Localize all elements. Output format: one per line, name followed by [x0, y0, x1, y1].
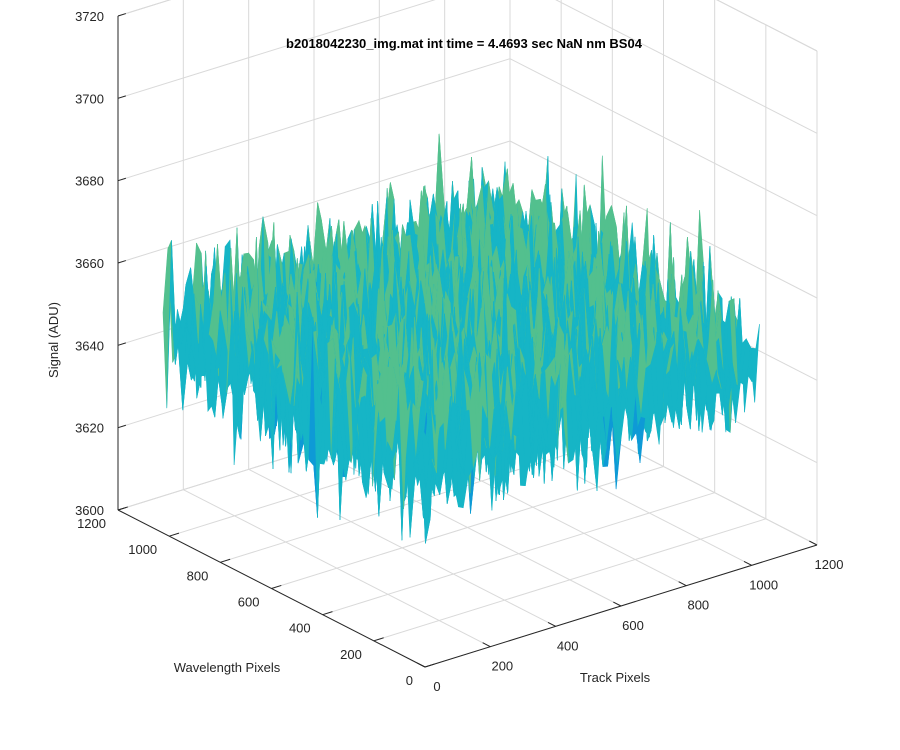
y-tick-label: 600: [238, 595, 260, 610]
y-tick: [169, 532, 180, 537]
x-tick: [743, 560, 752, 566]
x-axis-ticks: 0 200 400 600 800 1000 1200: [417, 540, 844, 694]
x-tick-label: 400: [557, 638, 579, 653]
back-wall-grid-line: [117, 140, 511, 264]
x-tick-label: 0: [433, 679, 440, 694]
side-wall-grid-line: [509, 140, 818, 299]
x-tick: [417, 662, 426, 668]
x-tick-label: 1000: [749, 577, 778, 592]
floor-grid-line: [271, 466, 664, 589]
y-tick-label: 1000: [128, 542, 157, 557]
y-tick: [373, 637, 384, 642]
x-tick: [613, 601, 622, 607]
z-tick-label: 3700: [75, 91, 104, 106]
chart-title: b2018042230_img.mat int time = 4.4693 se…: [286, 36, 643, 51]
z-tick-label: 3660: [75, 256, 104, 271]
surface-mesh: [162, 133, 760, 544]
x-tick: [547, 621, 556, 627]
x-tick-label: 1200: [815, 557, 844, 572]
y-tick: [424, 663, 435, 668]
z-axis-ticks: 3600 3620 3640 3660 3680 3700 3720: [75, 9, 126, 518]
z-tick: [117, 507, 126, 511]
x-tick-label: 600: [622, 618, 644, 633]
y-tick-label: 1200: [77, 516, 106, 531]
x-tick: [678, 581, 687, 587]
x-tick-label: 800: [687, 598, 709, 613]
z-tick-label: 3640: [75, 338, 104, 353]
back-wall-grid-line: [117, 58, 511, 182]
x-tick: [809, 540, 818, 546]
x-tick-label: 200: [491, 659, 513, 674]
y-tick: [322, 611, 333, 616]
y-tick-label: 200: [340, 647, 362, 662]
side-wall-grid-line: [509, 58, 818, 217]
z-tick-label: 3680: [75, 174, 104, 189]
x-tick: [482, 642, 491, 648]
z-tick: [117, 95, 126, 99]
z-tick: [117, 260, 126, 264]
z-tick: [117, 13, 126, 17]
y-axis-ticks: 0 200 400 600 800 1000 1200: [77, 506, 435, 688]
z-tick: [117, 177, 126, 182]
surface-cell: [420, 426, 431, 488]
y-tick-label: 400: [289, 621, 311, 636]
z-tick: [117, 424, 126, 429]
floor-grid-line: [220, 439, 613, 563]
z-tick-label: 3720: [75, 9, 104, 24]
z-tick-label: 3620: [75, 421, 104, 436]
x-axis-label: Track Pixels: [580, 670, 651, 685]
floor-grid-line: [322, 492, 715, 616]
back-wall-grid-line: [117, 0, 436, 99]
y-tick: [271, 584, 282, 589]
z-tick-label: 3600: [75, 503, 104, 518]
floor-grid-line: [373, 518, 766, 642]
z-tick: [117, 342, 126, 346]
y-tick-label: 0: [406, 673, 413, 688]
side-wall-grid-line: [555, 0, 818, 134]
y-tick: [220, 558, 231, 563]
box-edge: [716, 0, 818, 52]
y-tick-label: 800: [187, 568, 209, 583]
